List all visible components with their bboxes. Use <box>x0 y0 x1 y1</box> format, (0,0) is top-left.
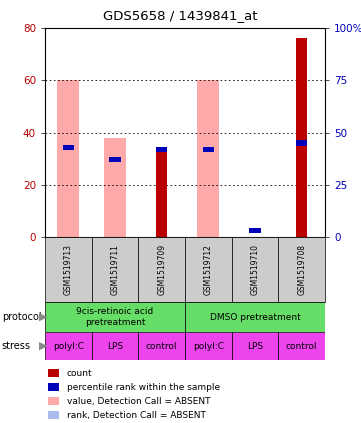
Bar <box>197 80 219 237</box>
Bar <box>156 147 167 152</box>
Text: GSM1519712: GSM1519712 <box>204 244 213 295</box>
Text: control: control <box>286 341 317 351</box>
Bar <box>185 302 325 332</box>
Bar <box>249 228 261 233</box>
Text: ▶: ▶ <box>39 312 48 322</box>
Bar <box>92 332 138 360</box>
Bar <box>92 237 138 302</box>
Text: stress: stress <box>2 341 31 351</box>
Bar <box>232 237 278 302</box>
Text: GSM1519711: GSM1519711 <box>110 244 119 295</box>
Text: count: count <box>67 368 92 377</box>
Bar <box>138 237 185 302</box>
Bar <box>296 38 307 237</box>
Bar <box>278 237 325 302</box>
Text: ▶: ▶ <box>39 341 48 351</box>
Bar <box>156 151 167 237</box>
Text: 9cis-retinoic acid
pretreatment: 9cis-retinoic acid pretreatment <box>77 307 154 327</box>
Bar <box>48 397 59 405</box>
Bar <box>45 332 92 360</box>
Text: GSM1519713: GSM1519713 <box>64 244 73 295</box>
Text: polyI:C: polyI:C <box>53 341 84 351</box>
Text: GSM1519710: GSM1519710 <box>251 244 260 295</box>
Text: control: control <box>146 341 177 351</box>
Text: GDS5658 / 1439841_at: GDS5658 / 1439841_at <box>103 9 258 22</box>
Text: DMSO pretreatment: DMSO pretreatment <box>210 313 300 321</box>
Text: protocol: protocol <box>2 312 42 322</box>
Bar <box>48 369 59 377</box>
Bar <box>278 332 325 360</box>
Text: GSM1519708: GSM1519708 <box>297 244 306 295</box>
Text: LPS: LPS <box>107 341 123 351</box>
Bar <box>138 332 185 360</box>
Bar <box>296 140 307 146</box>
Text: rank, Detection Call = ABSENT: rank, Detection Call = ABSENT <box>67 410 206 420</box>
Bar <box>63 145 74 150</box>
Bar <box>249 228 261 233</box>
Bar <box>203 147 214 152</box>
Text: LPS: LPS <box>247 341 263 351</box>
Text: polyI:C: polyI:C <box>193 341 224 351</box>
Text: percentile rank within the sample: percentile rank within the sample <box>67 382 220 392</box>
Bar <box>185 332 232 360</box>
Bar <box>232 332 278 360</box>
Bar <box>109 157 121 162</box>
Bar <box>57 80 79 237</box>
Bar <box>48 411 59 419</box>
Bar <box>45 302 185 332</box>
Bar <box>45 237 92 302</box>
Bar <box>48 383 59 391</box>
Text: value, Detection Call = ABSENT: value, Detection Call = ABSENT <box>67 396 210 406</box>
Bar <box>185 237 232 302</box>
Text: GSM1519709: GSM1519709 <box>157 244 166 295</box>
Bar <box>104 138 126 237</box>
